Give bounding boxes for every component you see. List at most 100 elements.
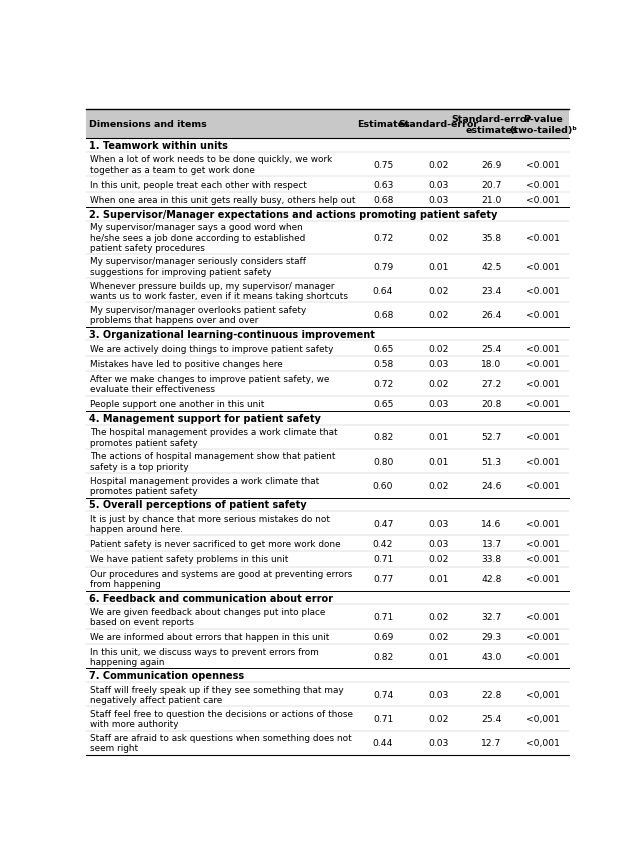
Text: 0.80: 0.80 [373, 458, 393, 466]
Text: 51.3: 51.3 [482, 458, 502, 466]
Text: When one area in this unit gets really busy, others help out: When one area in this unit gets really b… [89, 196, 355, 204]
Text: 14.6: 14.6 [481, 519, 502, 528]
Text: 24.6: 24.6 [481, 481, 502, 491]
Text: Mistakes have led to positive changes here: Mistakes have led to positive changes he… [89, 360, 282, 369]
Text: 42.5: 42.5 [481, 262, 502, 271]
Text: 0.42: 0.42 [373, 539, 394, 548]
Text: <0.001: <0.001 [527, 519, 560, 528]
Text: 0.03: 0.03 [428, 739, 449, 747]
Text: 26.4: 26.4 [481, 311, 502, 320]
Text: 0.02: 0.02 [428, 714, 449, 723]
Text: People support one another in this unit: People support one another in this unit [89, 400, 264, 408]
Text: Staff feel free to question the decisions or actions of those
with more authorit: Staff feel free to question the decision… [89, 709, 353, 728]
Text: 0.01: 0.01 [428, 458, 449, 466]
Text: <0.001: <0.001 [527, 400, 560, 408]
Text: 0.02: 0.02 [428, 344, 449, 354]
Text: 0.82: 0.82 [373, 652, 393, 661]
Text: 6. Feedback and communication about error: 6. Feedback and communication about erro… [89, 593, 333, 603]
Text: We are given feedback about changes put into place
based on event reports: We are given feedback about changes put … [89, 607, 325, 626]
Text: 0.02: 0.02 [428, 233, 449, 243]
Text: 0.02: 0.02 [428, 160, 449, 170]
Text: <0.001: <0.001 [527, 181, 560, 189]
Text: 0.72: 0.72 [373, 380, 393, 389]
Text: 42.8: 42.8 [481, 574, 502, 584]
Text: <0.001: <0.001 [527, 481, 560, 491]
Text: 1. Teamwork within units: 1. Teamwork within units [89, 141, 227, 151]
Text: Estimates: Estimates [357, 120, 410, 130]
Text: Hospital management provides a work climate that
promotes patient safety: Hospital management provides a work clim… [89, 476, 319, 496]
Text: 0.03: 0.03 [428, 400, 449, 408]
Text: <0.001: <0.001 [527, 574, 560, 584]
Text: We are informed about errors that happen in this unit: We are informed about errors that happen… [89, 632, 329, 642]
Text: 0.79: 0.79 [373, 262, 393, 271]
Text: P-value
(two-tailed)ᵇ: P-value (two-tailed)ᵇ [509, 115, 577, 135]
Bar [86, 208, 569, 222]
Text: <0.001: <0.001 [527, 555, 560, 564]
Text: 0.02: 0.02 [428, 481, 449, 491]
Text: 0.68: 0.68 [373, 311, 393, 320]
Text: 0.72: 0.72 [373, 233, 393, 243]
Text: 0.01: 0.01 [428, 574, 449, 584]
Text: 0.01: 0.01 [428, 433, 449, 442]
Text: 18.0: 18.0 [481, 360, 502, 369]
Text: Our procedures and systems are good at preventing errors
from happening: Our procedures and systems are good at p… [89, 569, 352, 589]
Text: My supervisor/manager says a good word when
he/she sees a job done according to : My supervisor/manager says a good word w… [89, 223, 305, 253]
Text: 0.03: 0.03 [428, 360, 449, 369]
Text: 3. Organizational learning-continuous improvement: 3. Organizational learning-continuous im… [89, 329, 375, 339]
Text: 0.69: 0.69 [373, 632, 393, 642]
Text: 5. Overall perceptions of patient safety: 5. Overall perceptions of patient safety [89, 500, 307, 509]
Text: My supervisor/manager overlooks patient safety
problems that happens over and ov: My supervisor/manager overlooks patient … [89, 306, 306, 325]
Text: Whenever pressure builds up, my supervisor/ manager
wants us to work faster, eve: Whenever pressure builds up, my supervis… [89, 281, 348, 301]
Text: 0.63: 0.63 [373, 181, 393, 189]
Text: 0.03: 0.03 [428, 519, 449, 528]
Text: Staff will freely speak up if they see something that may
negatively affect pati: Staff will freely speak up if they see s… [89, 685, 343, 704]
Text: 0.82: 0.82 [373, 433, 393, 442]
Text: 12.7: 12.7 [481, 739, 502, 747]
Bar [86, 139, 569, 153]
Text: 13.7: 13.7 [482, 539, 502, 548]
Text: 0.03: 0.03 [428, 196, 449, 204]
Text: 35.8: 35.8 [482, 233, 502, 243]
Text: 20.8: 20.8 [481, 400, 502, 408]
Text: 33.8: 33.8 [482, 555, 502, 564]
Text: When a lot of work needs to be done quickly, we work
together as a team to get w: When a lot of work needs to be done quic… [89, 155, 332, 175]
Text: 0.01: 0.01 [428, 262, 449, 271]
Text: 2. Supervisor/Manager expectations and actions promoting patient safety: 2. Supervisor/Manager expectations and a… [89, 210, 497, 220]
Text: 0.71: 0.71 [373, 714, 393, 723]
Bar [86, 412, 569, 425]
Text: <0.001: <0.001 [527, 652, 560, 661]
Text: We have patient safety problems in this unit: We have patient safety problems in this … [89, 555, 288, 564]
Text: <0.001: <0.001 [527, 286, 560, 296]
Bar [86, 591, 569, 605]
Text: In this unit, we discuss ways to prevent errors from
happening again: In this unit, we discuss ways to prevent… [89, 647, 319, 666]
Text: <0.001: <0.001 [527, 458, 560, 466]
Text: 0.77: 0.77 [373, 574, 393, 584]
Text: 0.71: 0.71 [373, 613, 393, 621]
Text: 0.60: 0.60 [373, 481, 394, 491]
Text: <0.001: <0.001 [527, 433, 560, 442]
Text: 32.7: 32.7 [481, 613, 502, 621]
Text: Patient safety is never sacrificed to get more work done: Patient safety is never sacrificed to ge… [89, 539, 341, 548]
Text: 22.8: 22.8 [481, 690, 502, 699]
Text: In this unit, people treat each other with respect: In this unit, people treat each other wi… [89, 181, 307, 189]
Text: 27.2: 27.2 [481, 380, 502, 389]
Text: 26.9: 26.9 [481, 160, 502, 170]
Text: 4. Management support for patient safety: 4. Management support for patient safety [89, 413, 321, 423]
Text: 7. Communication openness: 7. Communication openness [89, 671, 244, 681]
Text: <0,001: <0,001 [527, 690, 560, 699]
Text: 0.64: 0.64 [373, 286, 394, 296]
Text: Dimensions and items: Dimensions and items [89, 120, 206, 130]
Text: 0.03: 0.03 [428, 539, 449, 548]
Text: We are actively doing things to improve patient safety: We are actively doing things to improve … [89, 344, 333, 354]
Text: 0.47: 0.47 [373, 519, 393, 528]
Text: 0.02: 0.02 [428, 632, 449, 642]
Text: <0.001: <0.001 [527, 344, 560, 354]
Text: Standard-error: Standard-error [398, 120, 478, 130]
Text: 0.75: 0.75 [373, 160, 393, 170]
Text: 0.44: 0.44 [373, 739, 394, 747]
Text: The hospital management provides a work climate that
promotes patient safety: The hospital management provides a work … [89, 428, 337, 447]
Text: 0.02: 0.02 [428, 286, 449, 296]
Text: <0.001: <0.001 [527, 160, 560, 170]
Text: <0.001: <0.001 [527, 233, 560, 243]
Text: <0.001: <0.001 [527, 196, 560, 204]
